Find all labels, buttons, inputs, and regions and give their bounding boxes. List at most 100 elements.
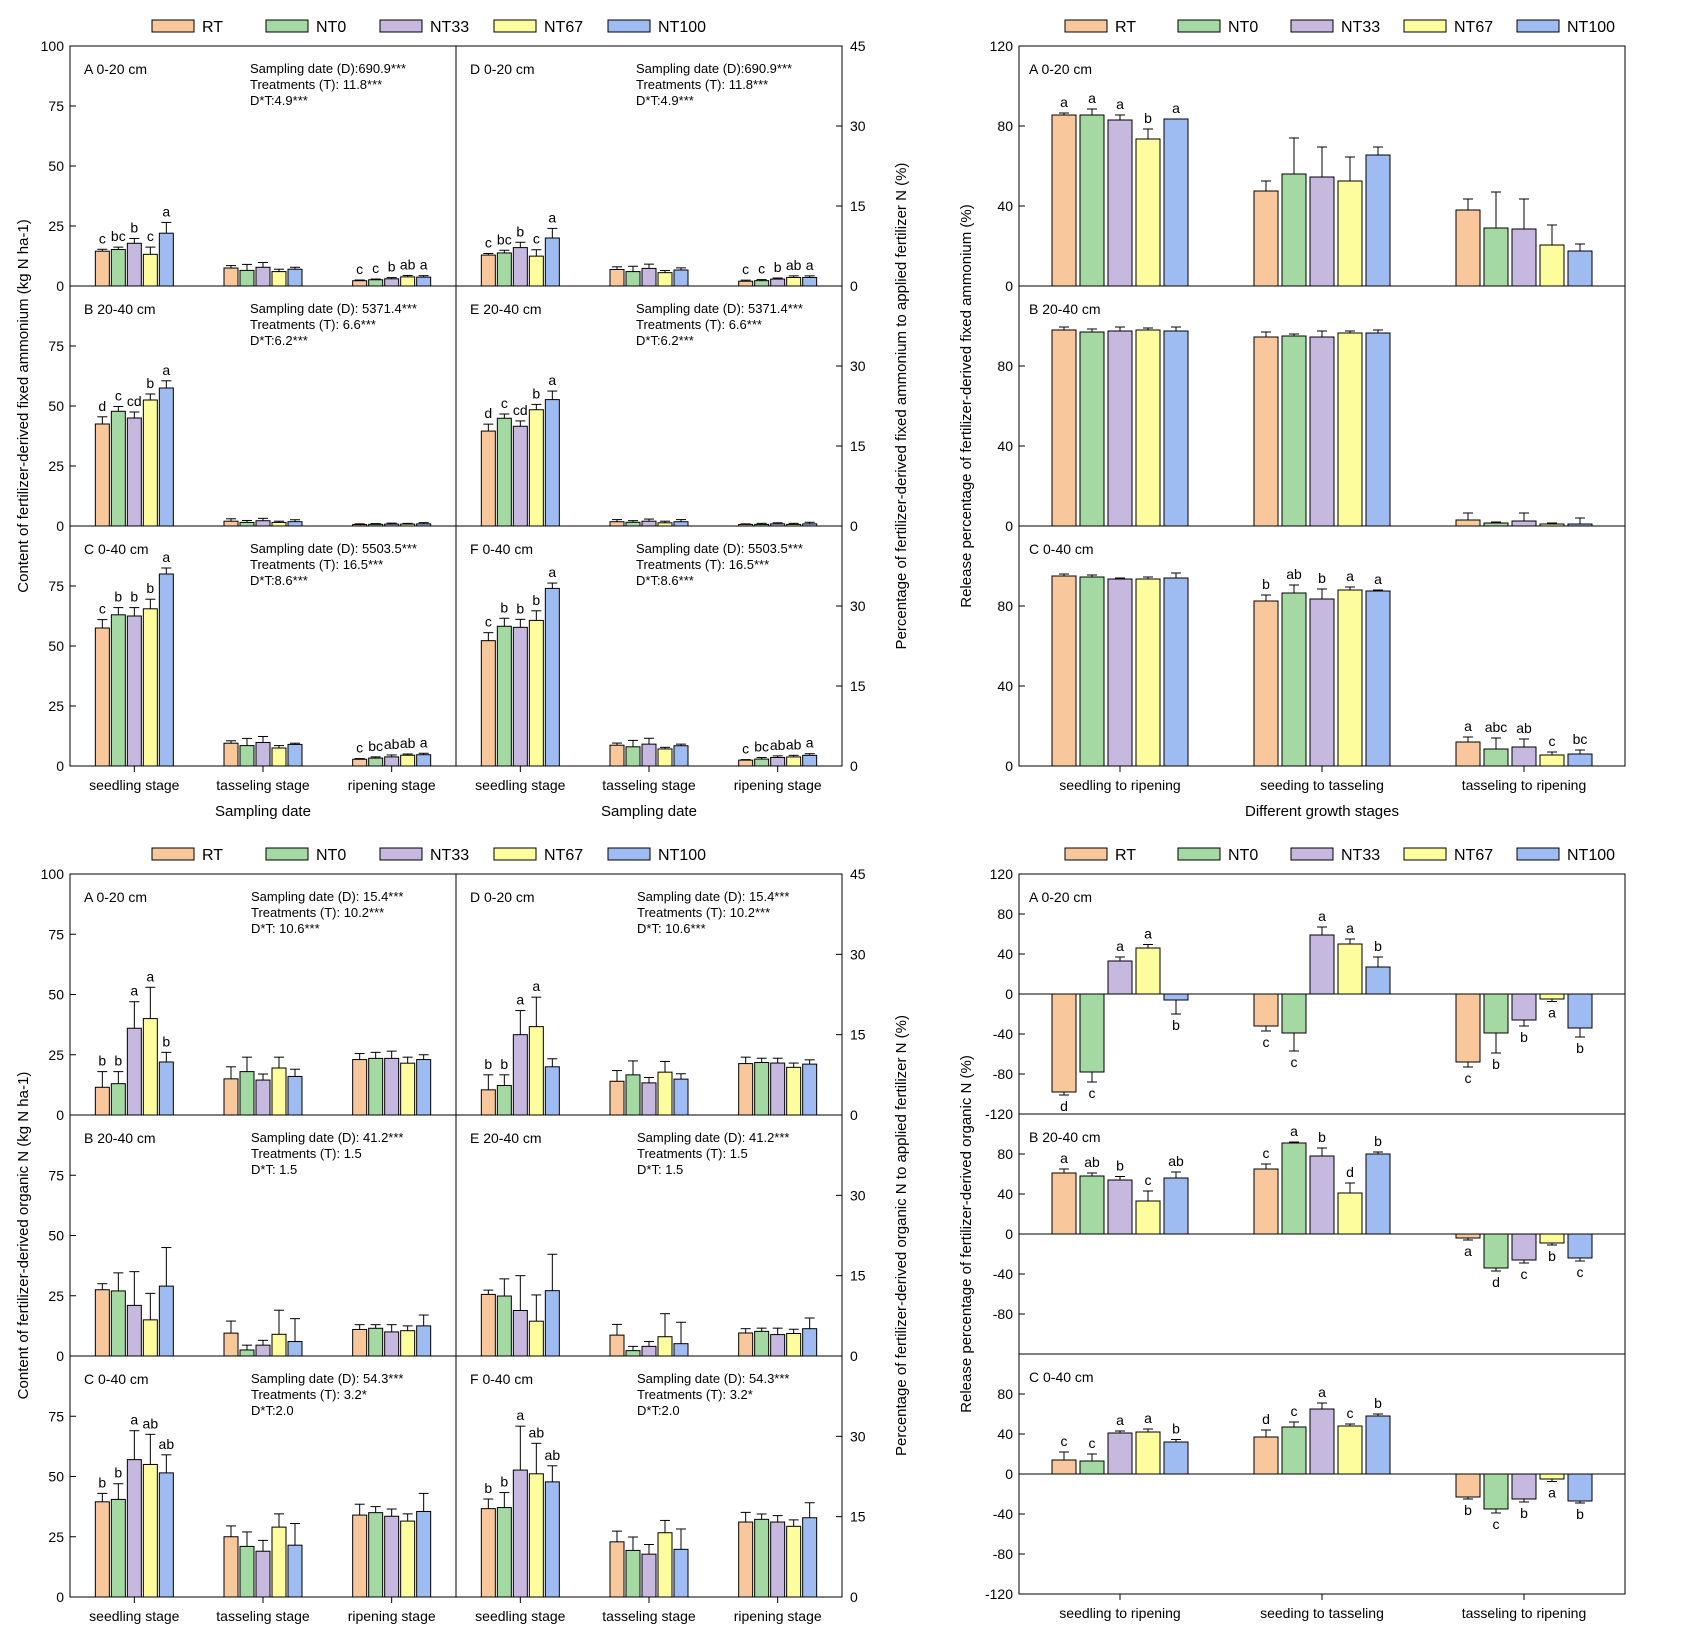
significance-letter: ab	[529, 1424, 545, 1440]
bar	[738, 759, 754, 767]
significance-letter: b	[516, 223, 524, 239]
significance-letter: c	[742, 741, 749, 757]
significance-letter: c	[99, 601, 106, 617]
bar	[528, 1026, 544, 1116]
bar	[786, 523, 802, 527]
significance-letter: abc	[1485, 719, 1508, 735]
bar	[1163, 993, 1189, 1001]
significance-letter: d	[1346, 1164, 1354, 1180]
bar	[1135, 947, 1161, 995]
significance-letter: d	[1492, 1274, 1500, 1290]
significance-letter: b	[1318, 570, 1326, 586]
bar	[754, 1330, 770, 1357]
significance-letter: b	[774, 259, 782, 275]
legend-label-nt33: NT33	[1341, 847, 1380, 864]
bar	[738, 523, 754, 527]
bar	[287, 268, 303, 287]
y2-tick-label: 15	[850, 1268, 866, 1284]
bar	[754, 758, 770, 767]
bar	[1539, 1233, 1565, 1244]
bar	[657, 522, 673, 527]
panel-label: B 20-40 cm	[84, 1130, 156, 1146]
bar	[126, 417, 142, 527]
anova-stat: Sampling date (D): 5503.5***	[250, 541, 417, 556]
significance-letter: c	[533, 231, 540, 247]
anova-stat: D*T: 10.6***	[251, 921, 320, 936]
bar	[1539, 244, 1565, 287]
legend-swatch-nt0	[265, 19, 309, 33]
significance-letter: a	[1346, 568, 1354, 584]
significance-letter: b	[500, 1056, 508, 1072]
y-tick-label: 0	[1005, 1466, 1013, 1482]
significance-letter: b	[146, 580, 154, 596]
bar	[158, 232, 174, 287]
legend-swatch-nt100	[1516, 847, 1560, 861]
bar	[641, 520, 657, 527]
bar	[287, 1075, 303, 1116]
bar	[480, 430, 496, 527]
y-tick-label: 40	[997, 678, 1013, 694]
bar	[738, 280, 754, 287]
legend-label-rt: RT	[1115, 19, 1136, 36]
bar	[770, 523, 786, 527]
bar	[94, 1086, 110, 1116]
bar	[1135, 138, 1161, 287]
panel-label: C 0-40 cm	[1029, 541, 1094, 557]
x-tick-label: tasseling stage	[602, 777, 696, 793]
y-tick-label: 75	[48, 338, 64, 354]
bar	[400, 523, 416, 527]
bar	[786, 276, 802, 287]
bar	[1483, 227, 1509, 287]
bar	[641, 1082, 657, 1116]
bar	[1051, 1172, 1077, 1235]
significance-letter: b	[1464, 1502, 1472, 1518]
anova-stat: Sampling date (D): 41.2***	[251, 1130, 403, 1145]
bar	[271, 521, 287, 527]
bar	[1455, 993, 1481, 1063]
y2-tick-label: 15	[850, 1509, 866, 1525]
y2-tick-label: 15	[850, 1027, 866, 1043]
y-tick-label: 80	[997, 598, 1013, 614]
bar	[142, 1319, 158, 1357]
bar	[1365, 332, 1391, 527]
y-tick-label: 0	[1005, 758, 1013, 774]
bar	[158, 1061, 174, 1116]
panel-label: E 20-40 cm	[470, 1130, 542, 1146]
significance-letter: b	[1548, 1248, 1556, 1264]
x-axis-label: Sampling date	[601, 803, 697, 820]
bar	[1107, 578, 1133, 767]
y-tick-label: -80	[993, 1306, 1013, 1322]
y-tick-label: 80	[997, 1146, 1013, 1162]
significance-letter: b	[1116, 1158, 1124, 1174]
significance-letter: b	[1520, 1505, 1528, 1521]
bar	[1337, 1192, 1363, 1235]
bar	[1567, 523, 1593, 527]
bar	[1107, 960, 1133, 995]
bar	[255, 1344, 271, 1357]
bar	[1511, 1473, 1537, 1500]
significance-letter: bc	[1573, 731, 1588, 747]
significance-letter: b	[1492, 1056, 1500, 1072]
significance-letter: a	[1144, 1410, 1152, 1426]
x-tick-label: ripening stage	[734, 1608, 822, 1624]
bar	[754, 1518, 770, 1598]
bar	[512, 1469, 528, 1598]
panel-label: F 0-40 cm	[470, 541, 533, 557]
bar	[1051, 993, 1077, 1093]
bar	[1511, 228, 1537, 287]
significance-letter: a	[532, 978, 540, 994]
x-tick-label: tasseling stage	[216, 1608, 310, 1624]
anova-stat: D*T:2.0	[637, 1403, 680, 1418]
bar	[657, 1071, 673, 1116]
bar	[1483, 522, 1509, 527]
anova-stat: D*T: 1.5	[637, 1162, 683, 1177]
bar	[416, 754, 432, 767]
significance-letter: c	[485, 614, 492, 630]
bar	[1309, 176, 1335, 287]
significance-letter: c	[1089, 1435, 1096, 1451]
bar	[1281, 993, 1307, 1034]
bar	[1051, 1459, 1077, 1475]
significance-letter: d	[484, 405, 492, 421]
bar	[657, 748, 673, 767]
